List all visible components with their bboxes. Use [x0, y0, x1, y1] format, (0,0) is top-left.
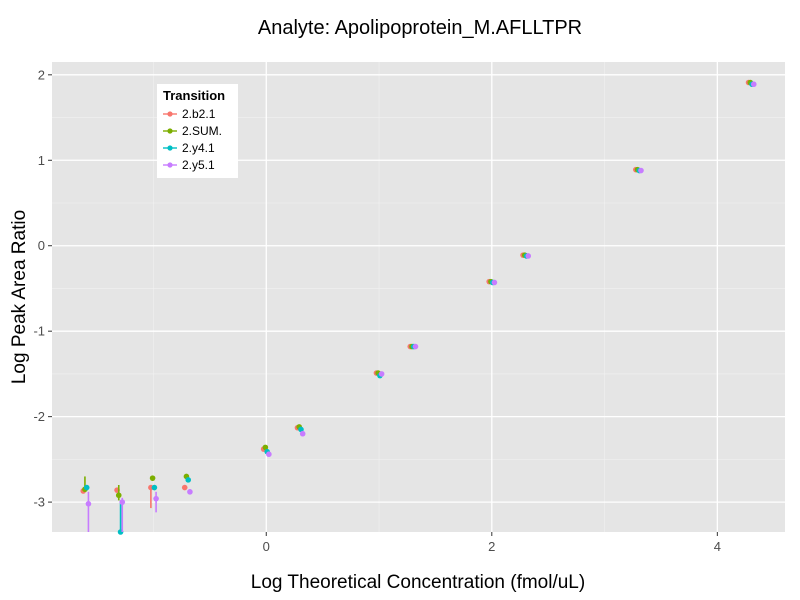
x-tick-label: 2 — [488, 539, 495, 554]
data-point — [151, 484, 158, 491]
data-point — [750, 81, 757, 88]
data-point — [412, 343, 419, 350]
data-point — [299, 430, 306, 437]
data-point — [266, 451, 272, 458]
axis-ticks: 0 2 4 -3 -2 -1 0 1 2 — [33, 67, 721, 554]
data-point — [149, 475, 156, 481]
data-point — [85, 501, 92, 507]
legend-key-marker — [167, 128, 173, 134]
y-tick-label: -1 — [33, 324, 45, 339]
legend-key-marker — [167, 145, 173, 151]
x-axis-title: Log Theoretical Concentration (fmol/uL) — [251, 572, 585, 593]
data-point — [525, 253, 532, 259]
data-point — [638, 167, 644, 174]
y-axis-title: Log Peak Area Ratio — [9, 210, 30, 384]
y-tick-label: -3 — [33, 495, 45, 510]
legend-entry-label: 2.SUM. — [182, 124, 222, 138]
legend: Transition 2.b2.1 2.SUM. 2.y4.1 2.y5.1 — [157, 84, 238, 178]
legend-entry-label: 2.y4.1 — [182, 141, 215, 155]
data-points — [80, 79, 757, 535]
data-point — [187, 489, 193, 495]
data-point — [378, 371, 385, 377]
data-point — [181, 484, 188, 491]
legend-entry-label: 2.b2.1 — [182, 107, 216, 121]
data-point — [115, 492, 122, 499]
x-tick-label: 0 — [263, 539, 270, 554]
y-tick-label: 0 — [38, 238, 45, 253]
data-point — [83, 484, 90, 491]
x-tick-label: 4 — [714, 539, 721, 554]
y-tick-label: 1 — [38, 153, 45, 168]
data-point — [262, 444, 269, 451]
data-point — [298, 426, 304, 433]
data-point — [153, 495, 159, 502]
legend-title: Transition — [163, 88, 225, 103]
data-point — [491, 279, 498, 286]
y-tick-label: 2 — [38, 67, 45, 82]
chart-title: Analyte: Apolipoprotein_M.AFLLTPR — [258, 17, 582, 39]
legend-key-marker — [167, 162, 173, 168]
legend-key-marker — [167, 111, 173, 117]
data-point — [185, 477, 192, 483]
y-tick-label: -2 — [33, 409, 45, 424]
legend-entry-label: 2.y5.1 — [182, 158, 215, 172]
data-point — [119, 499, 126, 505]
